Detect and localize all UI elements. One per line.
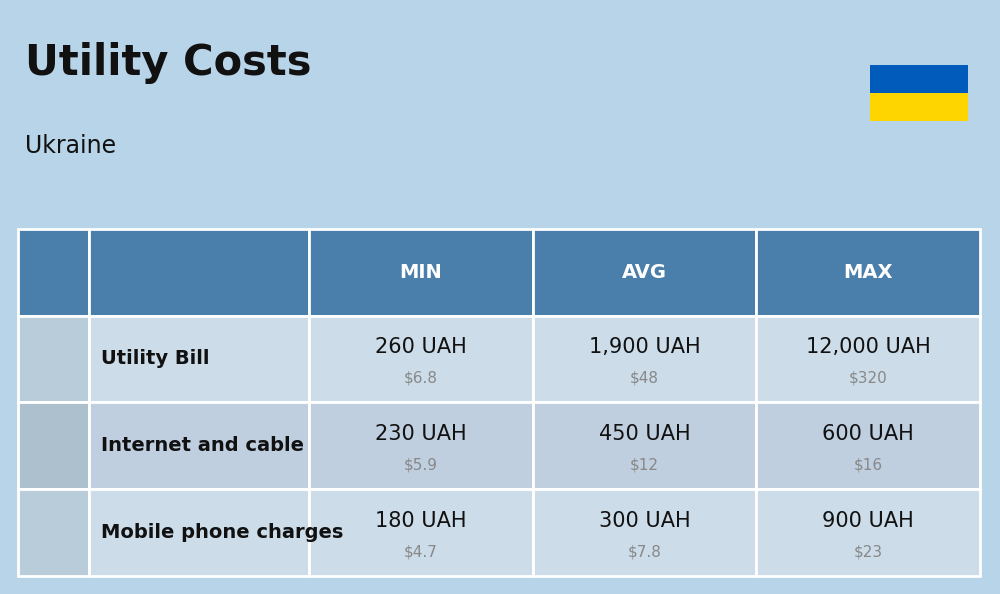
Bar (309, 315, 533, 403)
Bar (533, 403, 756, 489)
Bar (309, 489, 533, 576)
Bar (18, 403, 89, 489)
Text: 600 UAH: 600 UAH (822, 424, 914, 444)
Bar (756, 403, 980, 489)
Bar (756, 229, 980, 315)
Text: 180 UAH: 180 UAH (375, 511, 467, 530)
Text: 260 UAH: 260 UAH (375, 337, 467, 357)
Text: Utility Costs: Utility Costs (25, 42, 312, 84)
Text: $48: $48 (630, 371, 659, 386)
Text: $6.8: $6.8 (404, 371, 438, 386)
Bar (18, 229, 89, 315)
Text: Mobile phone charges: Mobile phone charges (101, 523, 344, 542)
Text: $7.8: $7.8 (628, 544, 662, 560)
Bar (533, 315, 756, 403)
Text: $12: $12 (630, 457, 659, 472)
Text: $23: $23 (854, 544, 883, 560)
Bar (89, 229, 309, 315)
Text: $4.7: $4.7 (404, 544, 438, 560)
Text: 900 UAH: 900 UAH (822, 511, 914, 530)
Text: Internet and cable: Internet and cable (101, 437, 304, 456)
Bar (309, 403, 533, 489)
Bar (533, 489, 756, 576)
Bar (870, 65, 968, 95)
Bar (533, 229, 756, 315)
Text: MIN: MIN (400, 263, 442, 282)
Bar (89, 403, 309, 489)
Bar (89, 315, 309, 403)
Text: AVG: AVG (622, 263, 667, 282)
Text: $16: $16 (854, 457, 883, 472)
Text: 1,900 UAH: 1,900 UAH (589, 337, 700, 357)
Bar (18, 489, 89, 576)
Text: 450 UAH: 450 UAH (599, 424, 690, 444)
Text: $320: $320 (849, 371, 888, 386)
Text: Utility Bill: Utility Bill (101, 349, 210, 368)
Text: 300 UAH: 300 UAH (599, 511, 690, 530)
Bar (89, 489, 309, 576)
Bar (756, 489, 980, 576)
Text: $5.9: $5.9 (404, 457, 438, 472)
Text: MAX: MAX (843, 263, 893, 282)
Text: Ukraine: Ukraine (25, 134, 116, 157)
Bar (756, 315, 980, 403)
Text: 230 UAH: 230 UAH (375, 424, 467, 444)
Bar (18, 315, 89, 403)
Bar (309, 229, 533, 315)
Text: 12,000 UAH: 12,000 UAH (806, 337, 931, 357)
Bar (870, 93, 968, 122)
